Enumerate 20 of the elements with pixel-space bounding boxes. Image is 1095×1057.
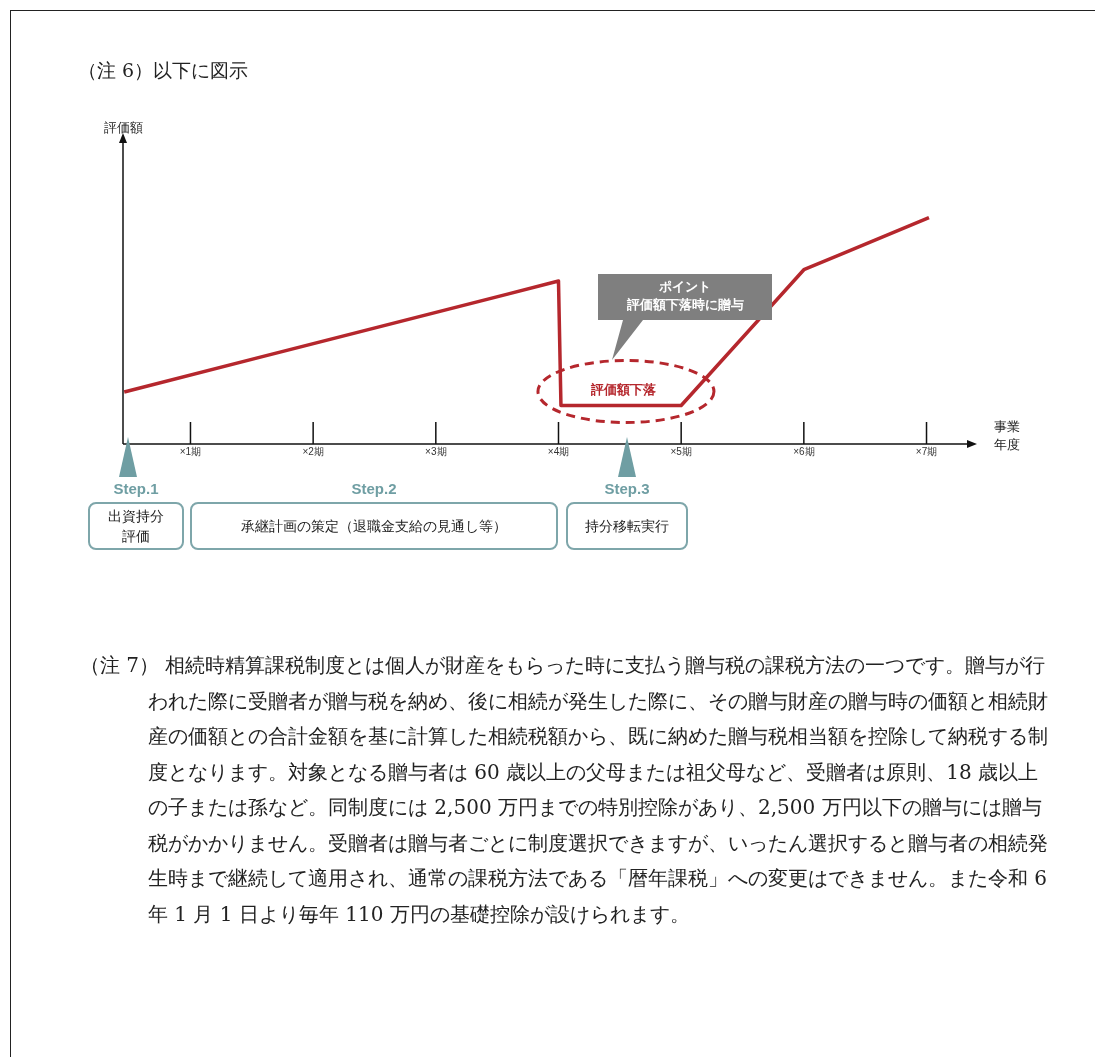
- x-tick-label: ×2期: [302, 445, 324, 457]
- x-tick-label: ×3期: [425, 445, 447, 457]
- annotation: 評価額下落時に贈与: [625, 297, 744, 313]
- annotation: ポイント: [658, 279, 711, 295]
- x-axis-title: 事業年度: [994, 418, 1021, 454]
- text: Step.3: [603, 480, 651, 497]
- text: 出資持分評価: [107, 507, 165, 546]
- annotation: 評価額下落: [590, 381, 658, 397]
- x-tick-label: ×5期: [670, 445, 692, 457]
- chart-title: （注 6）以下に図示: [78, 58, 249, 83]
- text: Step.1: [112, 480, 160, 497]
- text: 評価額: [104, 119, 143, 137]
- text: 持分移転実行: [584, 517, 670, 536]
- text: Step.2: [350, 480, 398, 497]
- x-tick-label: ×7期: [915, 445, 938, 457]
- x-tick-label: ×6期: [793, 445, 815, 457]
- text: （注 7） 相続時精算課税制度とは個人が財産をもらった時に支払う贈与税の課税方法の一つです。贈与が行われた際に受贈者が贈与税を納め、後に相続が発生した際に、その贈与財産の贈与時の価額と相続財産の価額との合計金額を基に計算した相続税額から、既に納めた贈与税相当額を控除して納税する制度となります。対象となる贈与者は 60 歳以上の父母または祖父母など、受贈者は原則、18 歳以上の子または孫など。同制度には 2,500 万円までの特別控除があり、2,500 万円以下の贈与には贈与税がかかりません。受贈者は贈与者ごとに制度選択できますが、いったん選択すると贈与者の相続発生時まで継続して適用され、通常の課税方法である「暦年課税」への変更はできません。また令和 6 年 1 月 1 日より毎年 110 万円の基礎控除が設けられます。: [80, 652, 1049, 928]
- text: 承継計画の策定（退職金支給の見通し等）: [240, 517, 508, 536]
- x-tick-label: ×1期: [179, 445, 202, 457]
- x-tick-label: ×4期: [547, 445, 570, 457]
